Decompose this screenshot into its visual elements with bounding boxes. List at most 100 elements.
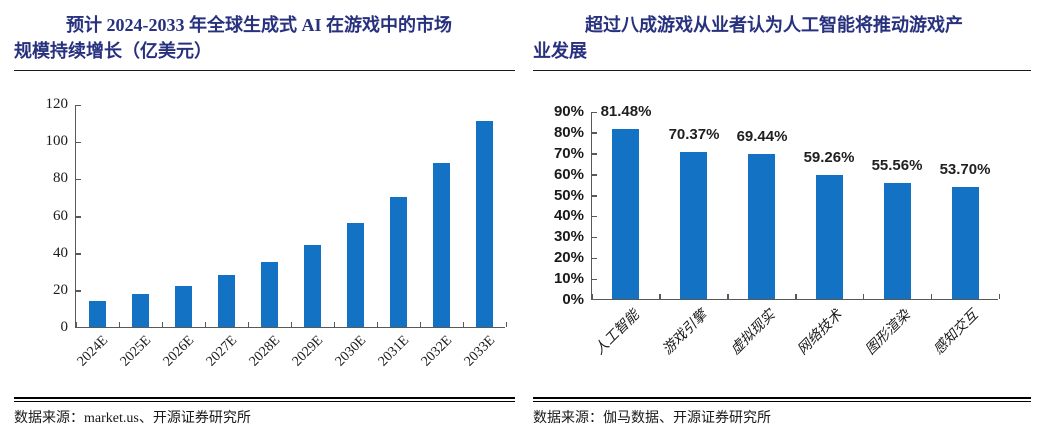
y-axis-tick-label: 40 — [53, 244, 68, 261]
left-source-note: 数据来源：market.us、开源证券研究所 — [14, 411, 251, 426]
bar — [748, 154, 775, 299]
x-axis-tick — [290, 322, 292, 327]
x-axis-category-label: 感知交互 — [931, 307, 982, 359]
x-axis-category-label: 2032E — [418, 333, 456, 370]
y-axis-tick — [76, 253, 81, 255]
x-axis-category-label: 2028E — [246, 333, 284, 370]
x-axis-tick — [333, 322, 335, 327]
y-axis-tick — [592, 195, 597, 197]
x-axis-tick — [591, 294, 593, 299]
x-axis-tick — [659, 294, 661, 299]
y-axis-tick-label: 60 — [53, 207, 68, 224]
x-axis-category-label: 2024E — [74, 333, 112, 370]
y-axis-tick — [592, 257, 597, 260]
x-axis-category-label: 2026E — [160, 333, 198, 370]
x-axis-tick — [204, 322, 206, 327]
y-axis-tick-label: 20% — [553, 249, 584, 267]
x-axis-category-label: 2033E — [461, 333, 499, 370]
right-chart-panel: 超过八成游戏从业者认为人工智能将推动游戏产 业发展 0% 10% 20% 30% 40%… — [533, 12, 1031, 427]
x-axis-category-label: 2031E — [375, 333, 413, 370]
y-axis-tick — [592, 236, 597, 239]
bar-value-label: 81.48% — [600, 103, 652, 120]
x-axis-tick — [998, 294, 1000, 299]
bar — [390, 197, 407, 327]
y-axis-tick-label: 0% — [562, 291, 584, 308]
left-chart-title: 预计 2024-2033 年全球生成式 AI 在游戏中的市场 规模持续增长（亿美… — [14, 15, 452, 61]
bar — [175, 286, 192, 327]
x-axis-category-label: 网络技术 — [795, 307, 846, 359]
x-axis-tick — [505, 322, 507, 327]
left-title-divider — [14, 70, 515, 71]
y-axis-tick — [592, 111, 597, 113]
plot-area: 0% 10% 20% 30% 40% 50% 60% 70% 80% 90% 人工智能 81.48% 游… — [554, 103, 1000, 358]
y-axis-tick-label: 40% — [553, 207, 584, 225]
y-axis-tick-label: 50% — [553, 186, 584, 204]
y-axis-tick-label: 120 — [45, 96, 69, 112]
x-axis-category-label: 游戏引擎 — [659, 307, 711, 359]
x-axis-tick — [930, 294, 933, 299]
x-axis-tick — [161, 322, 163, 327]
bar — [218, 275, 235, 327]
bar — [612, 129, 639, 299]
y-axis-tick-label: 60% — [553, 165, 584, 183]
left-bottom-divider — [14, 397, 515, 402]
x-axis-tick — [419, 322, 421, 327]
bar — [433, 163, 450, 327]
x-axis-category-label: 图形渲染 — [863, 307, 914, 359]
right-bar-chart: 0% 10% 20% 30% 40% 50% 60% 70% 80% 90% 人工智能 81.48% 游… — [533, 71, 1031, 397]
y-axis-tick — [592, 153, 597, 155]
bar — [261, 262, 278, 327]
bar — [884, 183, 911, 299]
y-axis-tick — [76, 178, 81, 181]
x-axis-category-label: 2025E — [117, 333, 155, 370]
left-chart-panel: 预计 2024-2033 年全球生成式 AI 在游戏中的市场 规模持续增长（亿美… — [14, 12, 515, 427]
bar-value-label: 55.56% — [871, 157, 923, 174]
plot-area: 0 20 40 60 80 100 120 2024E 2025E 2026E 2027E 2028E… — [46, 96, 507, 369]
x-axis-tick — [727, 294, 729, 299]
y-axis-tick-label: 10% — [553, 270, 584, 288]
y-axis-tick — [592, 215, 597, 218]
y-axis-tick — [76, 216, 81, 218]
y-axis-tick-label: 70% — [553, 144, 584, 162]
right-bottom-divider — [533, 397, 1031, 402]
bar — [304, 245, 321, 327]
x-axis-category-label: 2029E — [289, 333, 327, 370]
y-axis-tick-label: 20 — [53, 281, 68, 298]
bar-value-label: 69.44% — [736, 128, 788, 145]
x-axis-tick — [75, 322, 77, 327]
y-axis-tick-label: 80 — [53, 170, 68, 187]
y-axis-tick — [592, 132, 597, 134]
y-axis-tick-label: 30% — [553, 228, 584, 246]
right-title-divider — [533, 70, 1031, 71]
right-chart-title: 超过八成游戏从业者认为人工智能将推动游戏产 业发展 — [533, 15, 963, 61]
bar-value-label: 53.70% — [939, 161, 991, 178]
x-axis-category-label: 2027E — [203, 333, 241, 370]
bar — [680, 152, 707, 299]
x-axis-tick — [118, 322, 120, 327]
left-bar-chart: 0 20 40 60 80 100 120 2024E 2025E 2026E 2027E 2028E… — [14, 71, 515, 397]
bar — [952, 187, 979, 299]
y-axis-tick — [592, 174, 597, 176]
bar — [476, 121, 493, 327]
x-axis-tick — [247, 322, 249, 327]
y-axis-tick — [76, 141, 81, 144]
y-axis-tick — [592, 278, 597, 281]
y-axis-tick-label: 0 — [60, 319, 69, 335]
y-axis-tick-label: 90% — [553, 103, 584, 120]
x-axis-tick — [862, 294, 865, 299]
y-axis-tick-label: 100 — [45, 133, 69, 150]
bar — [347, 223, 364, 327]
x-axis-category-label: 2030E — [332, 333, 370, 370]
x-axis-tick — [376, 322, 378, 327]
bar-value-label: 70.37% — [668, 126, 720, 143]
bar-value-label: 59.26% — [803, 149, 855, 166]
x-axis-tick — [462, 322, 464, 327]
y-axis-tick — [76, 290, 81, 292]
y-axis-tick — [76, 104, 81, 106]
bar — [132, 294, 149, 327]
x-axis-category-label: 人工智能 — [592, 307, 643, 359]
x-axis-tick — [795, 294, 797, 299]
bar — [89, 301, 106, 327]
x-axis-category-label: 虚拟现实 — [727, 307, 779, 359]
right-source-note: 数据来源：伽马数据、开源证券研究所 — [533, 411, 771, 426]
